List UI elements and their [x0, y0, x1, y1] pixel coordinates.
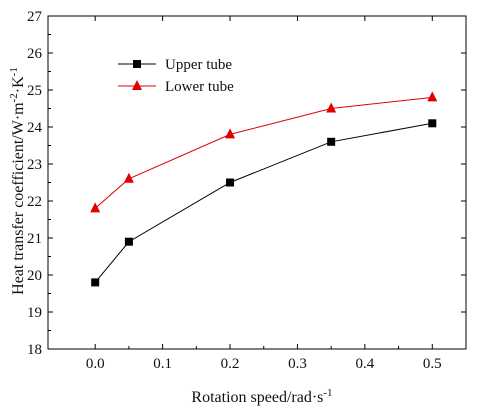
legend-label: Upper tube: [165, 57, 232, 73]
x-tick-label: 0.0: [86, 356, 105, 372]
data-point: [225, 128, 236, 139]
plot-border: [47, 15, 467, 350]
y-tick-label: 18: [27, 342, 42, 358]
x-tick-label: 0.5: [423, 356, 442, 372]
y-tick-label: 24: [27, 120, 43, 136]
series-line: [94, 96, 433, 209]
y-tick-label: 25: [27, 83, 42, 99]
legend-label: Lower tube: [165, 79, 234, 95]
legend-item: Upper tube: [118, 57, 232, 73]
y-tick-label: 26: [27, 46, 43, 62]
data-point: [91, 278, 100, 287]
x-axis-ticks: 0.0 0.1 0.2 0.3 0.4 0.5: [86, 16, 442, 372]
legend-marker: [133, 60, 141, 68]
y-tick-label: 22: [27, 194, 42, 210]
x-axis-title: Rotation speed/rad·s-1: [191, 387, 332, 406]
data-point: [226, 178, 235, 187]
y-tick-label: 19: [27, 305, 42, 321]
x-tick-label: 0.2: [221, 356, 240, 372]
series-upper-tube: [91, 119, 437, 287]
data-point: [326, 102, 337, 113]
data-point: [327, 137, 336, 146]
data-point: [123, 172, 134, 183]
x-tick-label: 0.4: [355, 356, 374, 372]
series-line: [94, 122, 433, 283]
y-axis-ticks: 18 19 20 21 22 23 24 25 26 27: [27, 9, 466, 358]
data-point: [90, 202, 101, 213]
data-point: [124, 237, 133, 246]
series-lower-tube: [90, 91, 438, 213]
plot-frame: [47, 15, 467, 350]
y-tick-label: 23: [27, 157, 42, 173]
y-tick-label: 27: [27, 9, 43, 25]
data-point: [427, 91, 438, 102]
y-tick-label: 20: [27, 268, 42, 284]
legend: Upper tube Lower tube: [118, 57, 234, 95]
data-point: [428, 119, 437, 128]
x-tick-label: 0.1: [153, 356, 172, 372]
y-tick-label: 21: [27, 231, 42, 247]
legend-marker: [132, 80, 142, 90]
y-axis-title: Heat transfer coefficient/W·m-2·K-1: [8, 67, 27, 295]
legend-item: Lower tube: [118, 79, 234, 95]
series-layer: [90, 91, 438, 287]
x-tick-label: 0.3: [288, 356, 307, 372]
